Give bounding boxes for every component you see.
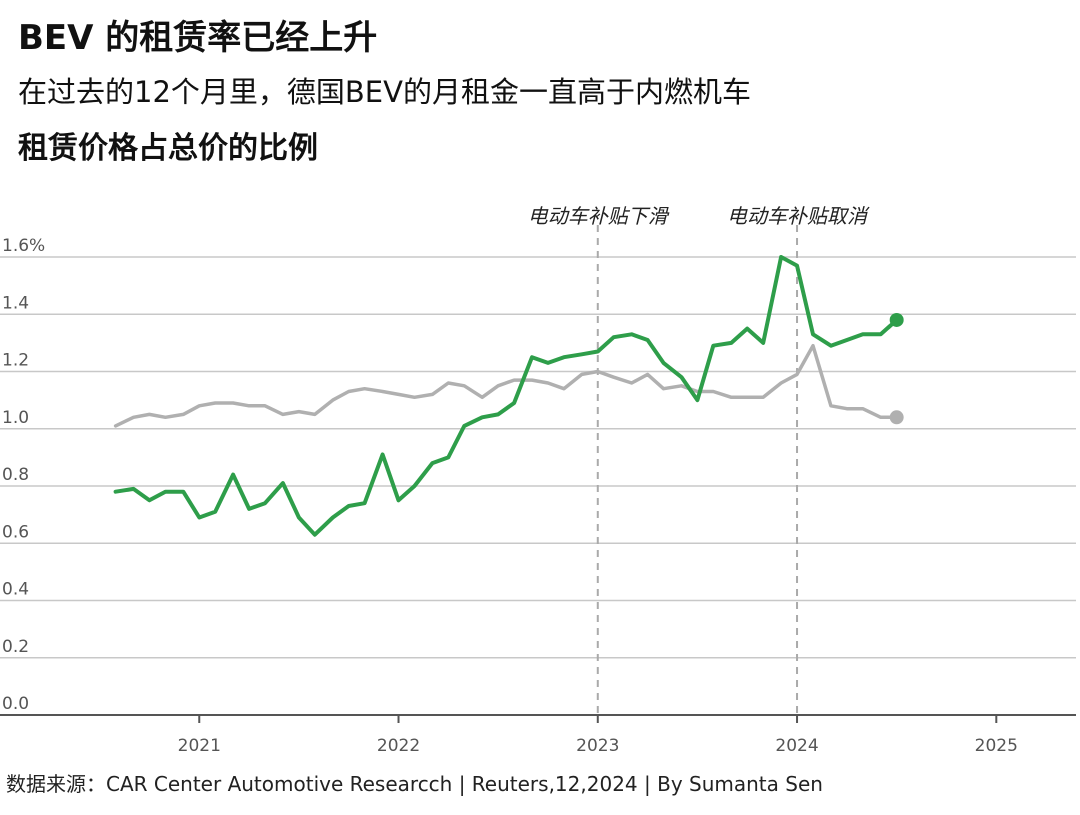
bev-series-line — [113, 255, 899, 537]
annotations: 电动车补贴下滑 电动车补贴取消 — [528, 204, 870, 715]
ice-series-line — [113, 343, 899, 428]
x-tick-label: 2023 — [576, 736, 619, 756]
y-tick-label: 0.6 — [2, 522, 29, 542]
line-chart: 0.00.20.40.60.81.01.21.41.6% 电动车补贴下滑 电动车补… — [0, 204, 1076, 756]
data-series — [113, 255, 904, 537]
chart-title: BEV 的租赁率已经上升 — [18, 18, 378, 58]
chart-label: 租赁价格占总价的比例 — [18, 131, 318, 166]
x-tick-label: 2021 — [178, 736, 221, 756]
annotation-label: 电动车补贴下滑 — [528, 204, 670, 228]
x-tick-label: 2024 — [775, 736, 818, 756]
y-tick-label: 0.2 — [2, 637, 29, 657]
gridlines: 0.0 0.2 0.4 0.6 0.8 1.0 1.2 1.4 1.6% — [0, 236, 1076, 714]
y-tick-label: 0.0 — [2, 694, 29, 714]
x-tick-label: 2025 — [975, 736, 1018, 756]
bev-end-point — [889, 312, 904, 327]
y-tick-label: 0.4 — [2, 580, 29, 600]
y-tick-label: 1.4 — [2, 293, 29, 313]
y-tick-label: 0.8 — [2, 465, 29, 485]
x-axis: 2021 2022 2023 2024 2025 — [0, 714, 1076, 756]
chart-subtitle: 在过去的12个月里，德国BEV的月租金一直高于内燃机车 — [18, 75, 751, 109]
y-tick-label: 1.0 — [2, 408, 29, 428]
ice-end-point — [889, 410, 904, 425]
source-credit: 数据来源：CAR Center Automotive Researcch | R… — [6, 772, 823, 796]
x-tick-label: 2022 — [377, 736, 420, 756]
annotation-label: 电动车补贴取消 — [727, 204, 870, 228]
y-tick-label: 1.2 — [2, 351, 29, 371]
y-tick-label: 1.6% — [2, 236, 45, 256]
